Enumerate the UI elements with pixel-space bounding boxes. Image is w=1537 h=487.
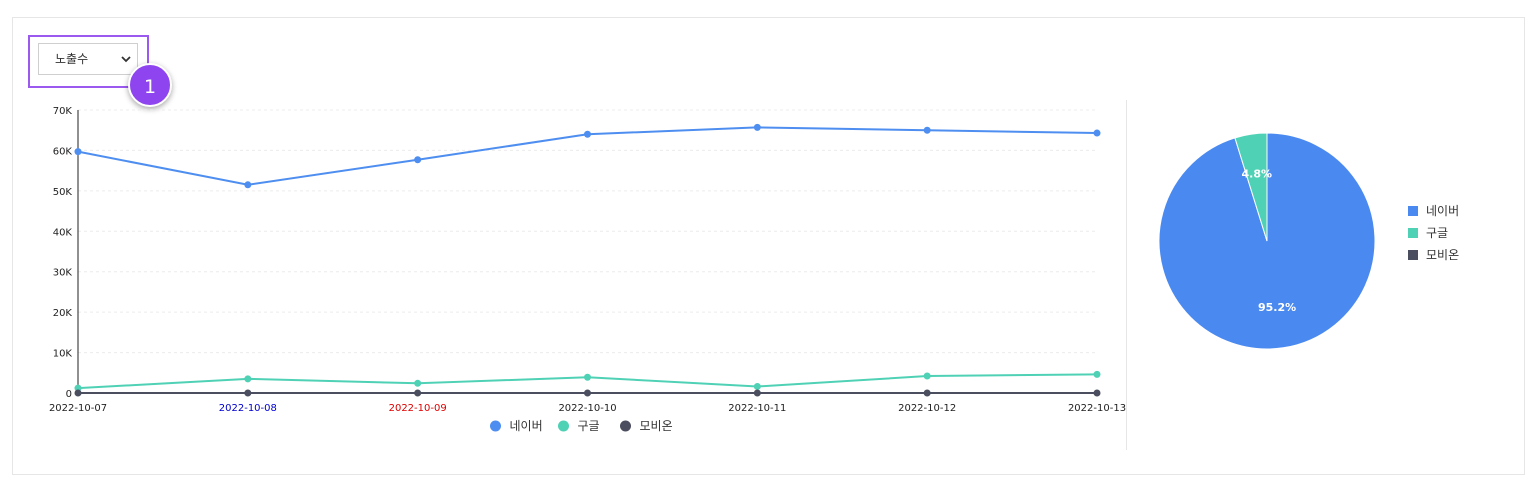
metric-select-value: 노출수 (55, 52, 89, 66)
legend-label: 구글 (578, 419, 600, 433)
data-point[interactable] (923, 126, 931, 134)
data-point[interactable] (74, 148, 82, 156)
x-tick-label: 2022-10-12 (898, 403, 956, 414)
data-point[interactable] (414, 156, 422, 164)
pie-chart: 95.2% 4.8% (1158, 132, 1376, 350)
data-point[interactable] (584, 389, 591, 397)
x-tick-label: 2022-10-08 (219, 403, 277, 414)
x-tick-label: 2022-10-13 (1068, 403, 1126, 414)
chart-divider (1126, 100, 1127, 450)
metric-select[interactable]: 노출수 (38, 43, 138, 75)
data-point[interactable] (74, 389, 82, 397)
data-point[interactable] (244, 181, 252, 189)
data-point[interactable] (753, 389, 761, 397)
data-point[interactable] (584, 130, 591, 138)
legend-item[interactable]: 네이버 (490, 419, 543, 433)
legend-marker (558, 420, 569, 432)
legend-swatch (1408, 250, 1418, 260)
select-highlight-frame (28, 35, 149, 88)
data-point[interactable] (584, 373, 591, 381)
data-point[interactable] (1093, 370, 1101, 378)
y-tick-label: 0 (66, 389, 72, 400)
legend-label: 모비온 (640, 419, 673, 433)
legend-swatch (1408, 228, 1418, 238)
data-point[interactable] (923, 372, 931, 380)
data-point[interactable] (414, 379, 422, 387)
data-point[interactable] (74, 384, 82, 392)
line-chart: 0 10K 20K 30K 40K 50K 60K 70K 2022-10-07 2022-10-… (49, 106, 1126, 433)
pie-legend-label: 네이버 (1426, 204, 1460, 218)
legend-item[interactable]: 구글 (558, 419, 600, 433)
pie-legend-label: 구글 (1426, 226, 1449, 240)
y-tick-label: 50K (53, 187, 73, 198)
step-badge: 1 (128, 63, 172, 107)
x-tick-label: 2022-10-11 (728, 403, 786, 414)
data-point[interactable] (753, 123, 761, 131)
pie-legend-item[interactable]: 모비온 (1408, 244, 1459, 266)
data-point[interactable] (753, 383, 761, 391)
pie-legend-item[interactable]: 네이버 (1408, 200, 1459, 222)
legend-marker (620, 420, 631, 432)
legend-swatch (1408, 206, 1418, 216)
data-point[interactable] (414, 389, 422, 397)
data-point[interactable] (244, 389, 252, 397)
x-tick-label: 2022-10-09 (389, 403, 447, 414)
data-point[interactable] (1093, 129, 1101, 137)
pie-legend-label: 모비온 (1426, 248, 1460, 262)
legend-marker (490, 420, 501, 432)
pie-slice[interactable] (1234, 132, 1268, 242)
data-point[interactable] (244, 375, 252, 383)
data-point[interactable] (1093, 389, 1101, 397)
pie-slice-label: 95.2% (1258, 301, 1296, 314)
legend-label: 네이버 (510, 419, 543, 433)
x-tick-label: 2022-10-07 (49, 403, 107, 414)
pie-legend-item[interactable]: 구글 (1408, 222, 1459, 244)
y-tick-label: 40K (53, 227, 73, 238)
pie-slice-label: 4.8% (1242, 168, 1273, 181)
chevron-down-icon (121, 44, 131, 85)
data-point[interactable] (923, 389, 931, 397)
legend-item[interactable]: 모비온 (620, 419, 673, 433)
y-tick-label: 60K (53, 146, 73, 157)
y-tick-label: 30K (53, 268, 73, 279)
x-tick-label: 2022-10-10 (558, 403, 616, 414)
y-tick-label: 20K (53, 308, 73, 319)
y-tick-label: 70K (53, 106, 73, 117)
y-tick-label: 10K (53, 349, 73, 360)
